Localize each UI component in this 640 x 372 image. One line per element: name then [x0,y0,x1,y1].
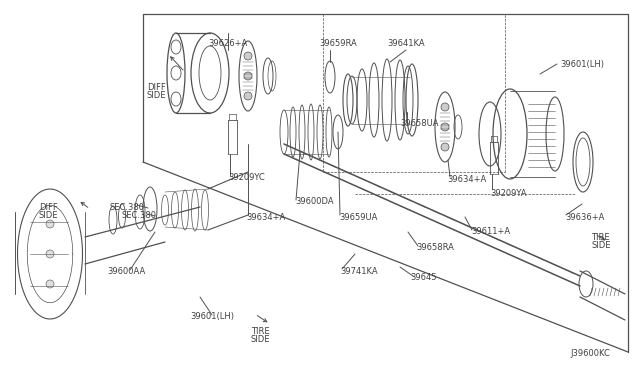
Text: SIDE: SIDE [147,90,166,99]
Ellipse shape [244,72,252,80]
Text: DIFF: DIFF [38,202,58,212]
Text: SEC.380: SEC.380 [122,212,157,221]
Text: 39636+A: 39636+A [565,212,604,221]
Ellipse shape [441,143,449,151]
Text: 39601(LH): 39601(LH) [560,60,604,68]
Text: 39634+A: 39634+A [246,212,285,221]
Text: 39626+A: 39626+A [209,39,248,48]
Text: SIDE: SIDE [250,336,269,344]
Text: SIDE: SIDE [591,241,611,250]
Text: 39611+A: 39611+A [471,228,510,237]
Ellipse shape [46,250,54,258]
Text: SEC.380: SEC.380 [110,202,145,212]
Text: 39209YA: 39209YA [490,189,527,199]
Text: 39209YC: 39209YC [228,173,265,183]
Ellipse shape [244,52,252,60]
Text: 39600DA: 39600DA [295,198,333,206]
Text: DIFF: DIFF [147,83,165,93]
Text: 39658UA: 39658UA [400,119,438,128]
Text: 39659RA: 39659RA [319,39,357,48]
Ellipse shape [244,92,252,100]
Ellipse shape [46,280,54,288]
Text: 39659UA: 39659UA [339,212,378,221]
Text: 39601(LH): 39601(LH) [190,312,234,321]
Text: TIRE: TIRE [591,234,610,243]
Text: 39641KA: 39641KA [387,39,425,48]
Text: SIDE: SIDE [38,211,58,219]
Text: 39634+A: 39634+A [447,174,486,183]
Text: J39600KC: J39600KC [570,350,610,359]
Text: 39600AA: 39600AA [107,267,145,276]
Text: TIRE: TIRE [251,327,269,337]
Text: 39658RA: 39658RA [416,244,454,253]
Ellipse shape [46,220,54,228]
Text: 39741KA: 39741KA [340,266,378,276]
Ellipse shape [441,103,449,111]
Ellipse shape [441,123,449,131]
Text: 39645: 39645 [410,273,436,282]
